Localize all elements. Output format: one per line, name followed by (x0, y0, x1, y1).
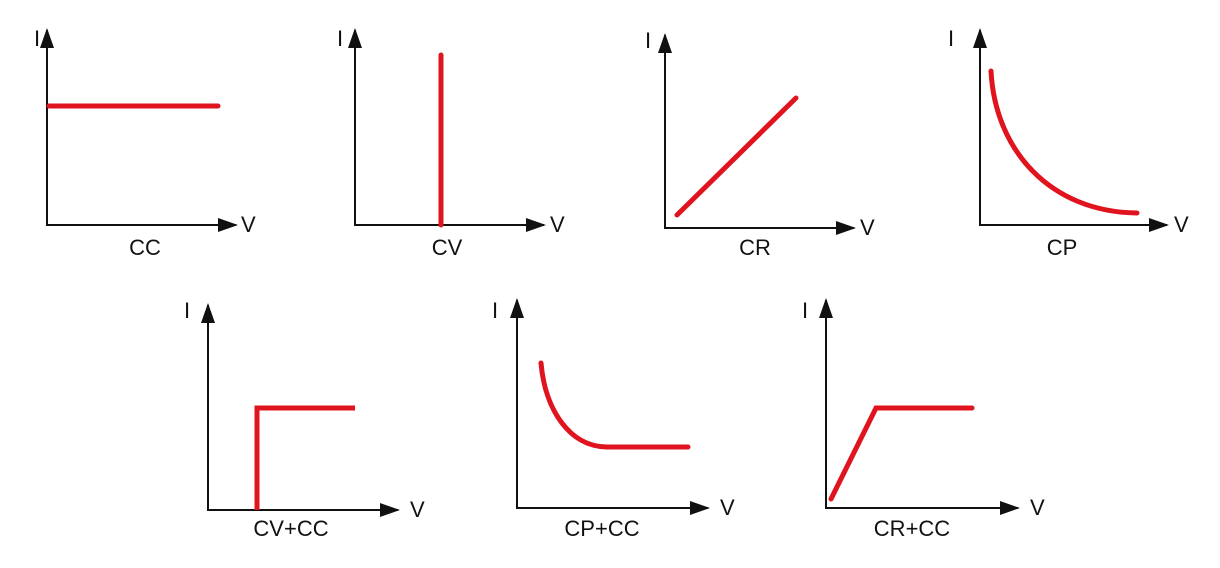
curve (538, 360, 691, 450)
x-axis-label: V (720, 495, 735, 520)
x-axis-label: V (1030, 495, 1045, 520)
panel-label: CP+CC (564, 516, 639, 541)
x-axis-label: V (860, 215, 875, 240)
x-axis-label: V (550, 212, 565, 237)
panel-cr: I V CR (645, 28, 875, 260)
panel-cp-cc: I V CP+CC (492, 298, 735, 541)
panel-label: CP (1047, 235, 1078, 260)
panel-cv-cc: I V CV+CC (184, 298, 425, 541)
y-axis-label: I (645, 28, 651, 53)
x-axis-label: V (1174, 212, 1189, 237)
curve (254, 405, 355, 510)
panel-cp: I V CP (948, 26, 1189, 260)
y-axis-label: I (184, 298, 190, 323)
panel-label: CR (739, 235, 771, 260)
y-axis-label: I (34, 26, 40, 51)
y-axis-label: I (948, 26, 954, 51)
panel-label: CV+CC (253, 516, 328, 541)
x-axis-label: V (410, 497, 425, 522)
curve (988, 68, 1140, 216)
panel-label: CV (432, 235, 463, 260)
panel-label: CR+CC (874, 516, 951, 541)
y-axis-label: I (802, 298, 808, 323)
y-axis-label: I (337, 26, 343, 51)
y-axis-label: I (492, 298, 498, 323)
panel-cr-cc: I V CR+CC (802, 298, 1045, 541)
x-axis-label: V (241, 212, 256, 237)
panel-label: CC (129, 235, 161, 260)
panel-cv: I V CV (337, 26, 565, 260)
panel-cc: I V CC (34, 26, 256, 260)
curve (674, 95, 799, 218)
curve (828, 405, 975, 502)
